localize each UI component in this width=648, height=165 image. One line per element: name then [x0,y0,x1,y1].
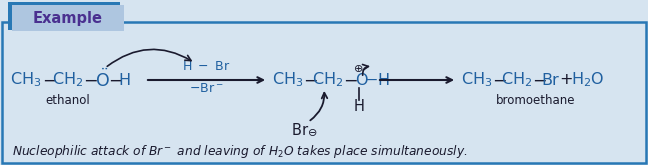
Text: $\mathsf{O}$: $\mathsf{O}$ [355,72,369,88]
Text: $\mathsf{Br}$: $\mathsf{Br}$ [291,122,309,138]
Text: $-$: $-$ [343,71,358,89]
Text: $\mathsf{-Br^-}$: $\mathsf{-Br^-}$ [189,82,223,96]
Text: $-\mathsf{H}$: $-\mathsf{H}$ [364,72,390,88]
Text: $\mathsf{CH_3}$: $\mathsf{CH_3}$ [10,71,41,89]
Text: $\mathsf{H}$: $\mathsf{H}$ [118,72,130,88]
Text: $\mathsf{CH_3}$: $\mathsf{CH_3}$ [461,71,492,89]
Text: $\mathsf{H}$: $\mathsf{H}$ [353,98,365,114]
Text: $-$: $-$ [303,71,318,89]
Text: $\mathsf{CH_2}$: $\mathsf{CH_2}$ [312,71,343,89]
Text: $-$: $-$ [108,71,122,89]
Text: $\ominus$: $\ominus$ [307,127,317,137]
Text: Nucleophilic attack of Br$^-$ and leaving of H$_2$O takes place simultaneously.: Nucleophilic attack of Br$^-$ and leavin… [12,144,468,161]
Text: $+$: $+$ [559,72,573,87]
Text: $-$: $-$ [492,71,507,89]
Text: $\oplus$: $\oplus$ [353,64,363,75]
Text: ethanol: ethanol [45,94,90,106]
Text: bromoethane: bromoethane [496,94,576,106]
Text: $\mathsf{H\ -\ Br}$: $\mathsf{H\ -\ Br}$ [181,60,230,72]
Text: $\mathsf{H_2O}$: $\mathsf{H_2O}$ [571,71,605,89]
Text: $-$: $-$ [42,71,57,89]
Bar [8,2,120,30]
Text: $\mathsf{CH_3}$: $\mathsf{CH_3}$ [272,71,303,89]
Text: $\mathsf{Br}$: $\mathsf{Br}$ [541,72,561,88]
Text: $\mathsf{CH_2}$: $\mathsf{CH_2}$ [501,71,532,89]
Bar [12,5,124,31]
Bar [2,22,646,163]
Text: $-$: $-$ [83,71,98,89]
Text: $-$: $-$ [532,71,547,89]
Text: $\mathsf{CH_2}$: $\mathsf{CH_2}$ [52,71,84,89]
Text: Example: Example [33,12,103,27]
Text: $\mathsf{\ddot{O}}$: $\mathsf{\ddot{O}}$ [95,69,110,91]
